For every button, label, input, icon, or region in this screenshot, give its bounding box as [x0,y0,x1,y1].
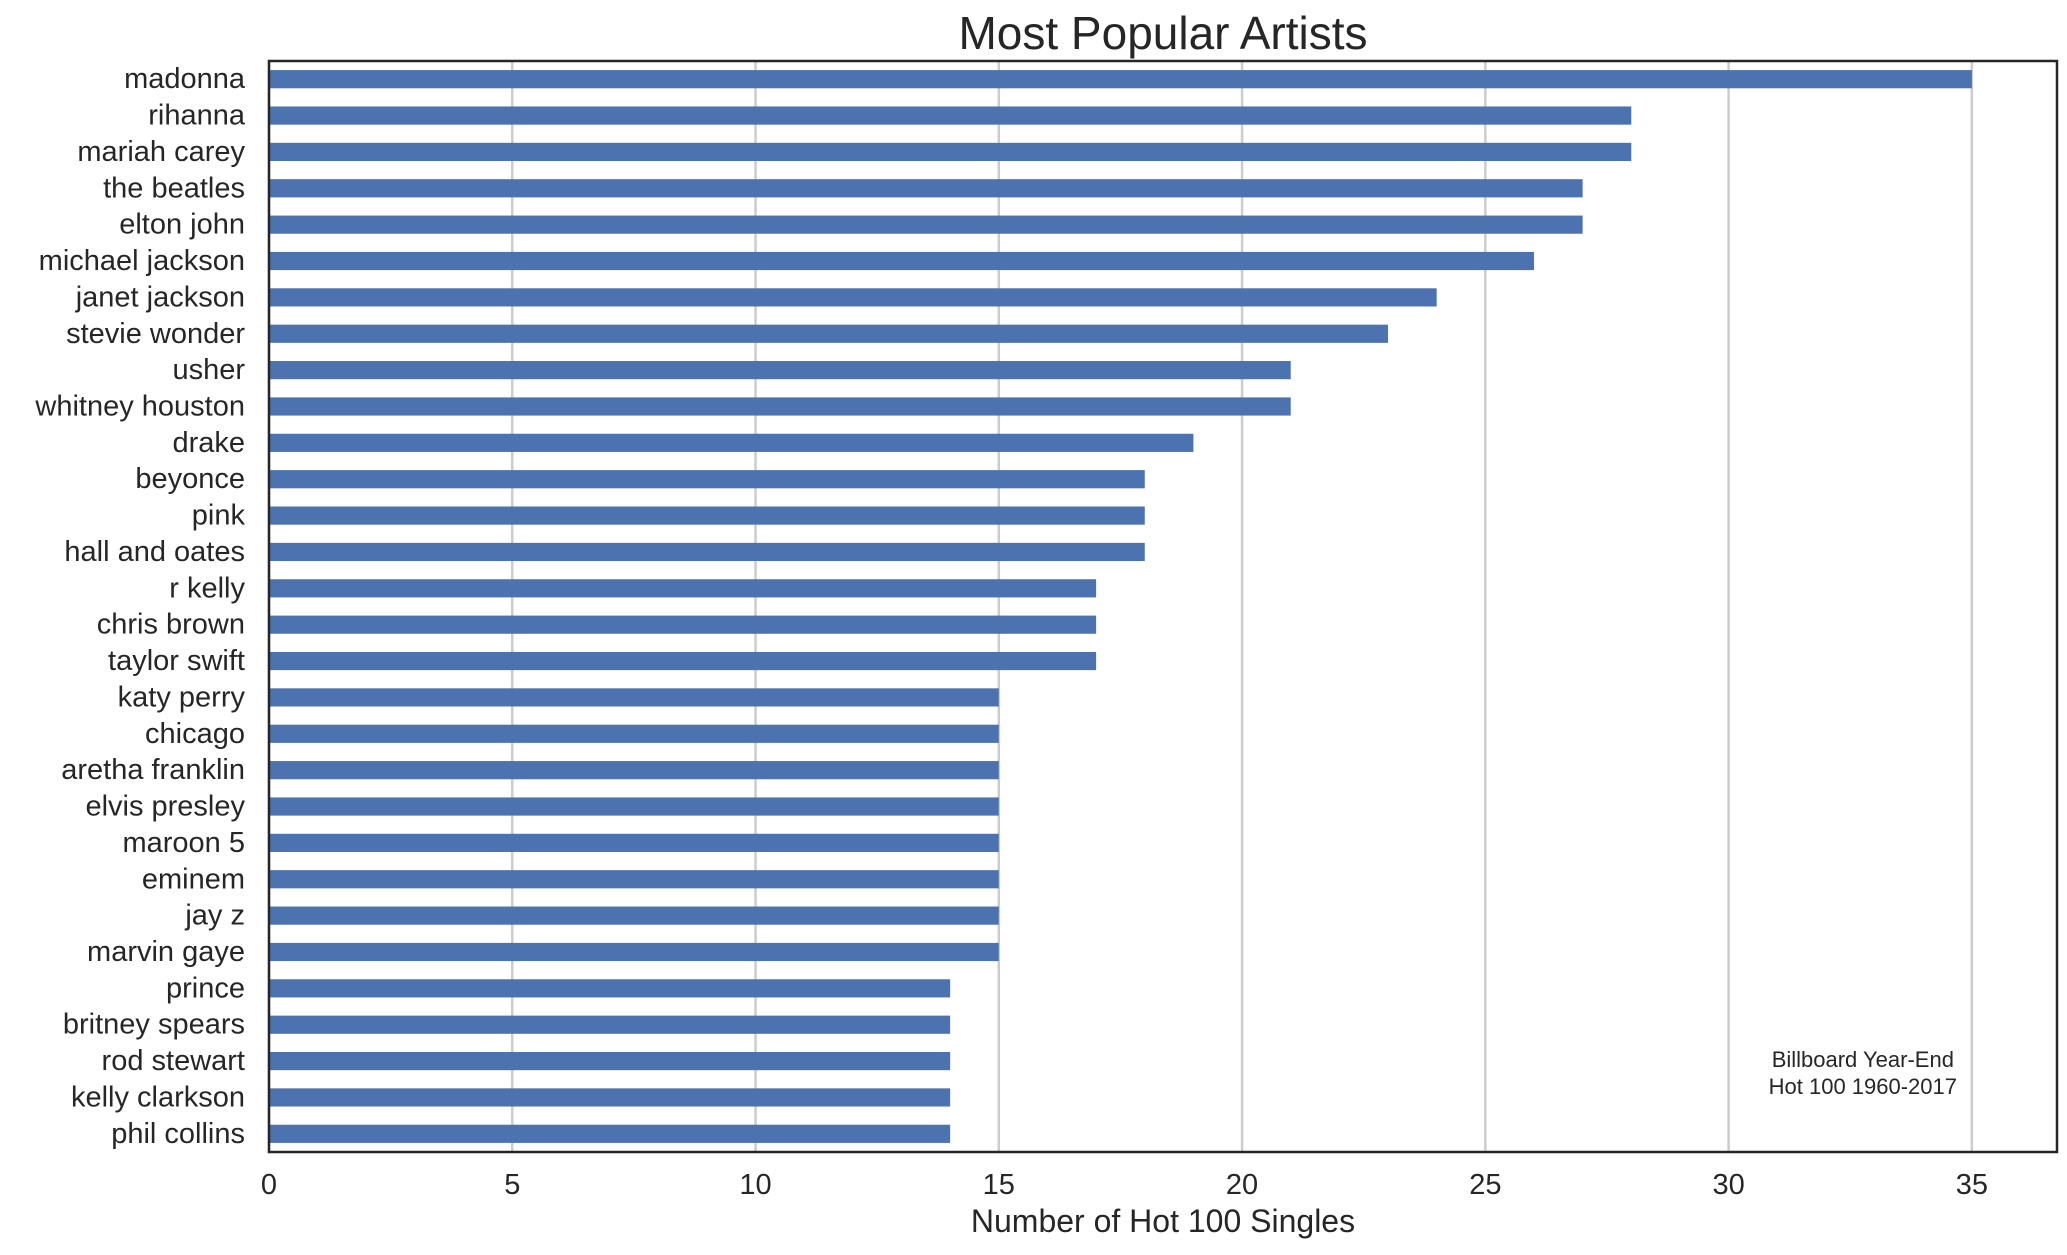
y-tick-label: drake [172,427,245,459]
bar-janet-jackson [269,288,1437,307]
y-tick-label: taylor swift [108,645,245,677]
bar-hall-and-oates [269,542,1145,562]
bar-jay-z [269,906,999,925]
bar-maroon-5 [269,833,999,852]
x-tick-label: 25 [1469,1169,1501,1201]
x-axis-label: Number of Hot 100 Singles [970,1203,1356,1239]
bar-chris-brown [269,615,1097,634]
y-tick-label: marvin gaye [87,936,245,968]
bar-drake [269,433,1194,452]
bar-michael-jackson [269,251,1534,271]
y-tick-label: madonna [124,63,246,95]
y-tick-label: phil collins [111,1118,245,1150]
bar-prince [269,979,951,998]
y-tick-label: chicago [145,718,245,750]
x-tick-label: 30 [1712,1169,1744,1201]
x-tick-label: 0 [261,1169,277,1201]
y-tick-label: aretha franklin [61,754,245,786]
bar-phil-collins [269,1124,951,1143]
bar-elton-john [269,215,1583,234]
bar-rod-stewart [269,1051,951,1071]
chart-title: Most Popular Artists [958,7,1368,59]
bar-rihanna [269,106,1632,125]
y-tick-label: maroon 5 [122,827,245,859]
y-tick-label: jay z [184,900,245,932]
y-tick-label: whitney houston [34,390,245,422]
y-tick-label: pink [192,500,246,532]
y-tick-label: chris brown [97,609,245,641]
bar-r-kelly [269,579,1097,598]
y-tick-label: rod stewart [102,1045,245,1077]
bar-katy-perry [269,688,999,707]
axes-frame [267,59,2059,1154]
bar-usher [269,361,1291,380]
y-tick-label: katy perry [118,681,246,713]
bar-eminem [269,870,999,889]
bar-madonna [269,70,1972,89]
y-tick-label: rihanna [148,100,246,132]
y-tick-label: elton john [119,209,245,241]
bar-chicago [269,724,999,743]
bar-taylor-swift [269,651,1097,671]
y-tick-label: eminem [142,863,245,895]
y-tick-label: prince [166,972,245,1004]
annotation-line-2: Hot 100 1960-2017 [1768,1074,1957,1099]
bar-beyonce [269,470,1145,489]
x-tick-label: 5 [504,1169,520,1201]
y-tick-label: the beatles [103,172,245,204]
y-tick-label: usher [172,354,245,386]
y-tick-label: elvis presley [85,791,245,823]
y-tick-label: britney spears [63,1009,245,1041]
y-tick-label: michael jackson [39,245,245,277]
bar-elvis-presley [269,797,999,816]
x-tick-label: 15 [983,1169,1015,1201]
bar-stevie-wonder [269,324,1389,343]
source-annotation: Billboard Year-End Hot 100 1960-2017 [1769,1046,1957,1100]
bar-whitney-houston [269,397,1291,416]
y-tick-label: mariah carey [77,136,245,168]
annotation-line-1: Billboard Year-End [1771,1047,1954,1072]
bar-mariah-carey [269,142,1632,162]
bar-pink [269,506,1145,525]
x-tick-label: 10 [739,1169,771,1201]
bar-kelly-clarkson [269,1088,951,1107]
x-tick-label: 20 [1226,1169,1258,1201]
bar-aretha-franklin [269,761,999,780]
bar-the-beatles [269,179,1583,198]
bar-marvin-gaye [269,942,999,962]
y-tick-label: kelly clarkson [71,1081,245,1113]
y-tick-label: janet jackson [75,281,245,313]
y-tick-label: r kelly [169,572,245,604]
x-tick-label: 35 [1956,1169,1988,1201]
y-tick-label: beyonce [135,463,245,495]
y-tick-label: hall and oates [64,536,245,568]
bar-britney-spears [269,1015,951,1034]
y-tick-label: stevie wonder [66,318,245,350]
